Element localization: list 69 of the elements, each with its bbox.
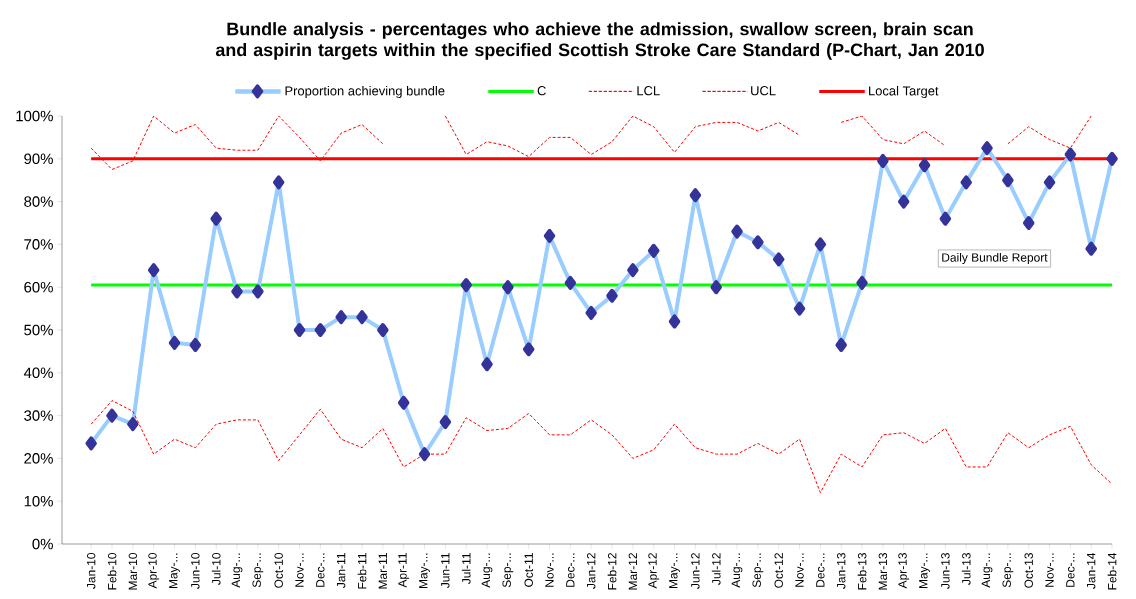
x-tick-label: Aug-...: [731, 553, 743, 588]
x-tick-label: Apr-13: [898, 553, 910, 589]
y-tick-label: 70%: [24, 239, 53, 250]
x-tick-label: May-...: [669, 553, 680, 589]
y-tick-label: 80%: [24, 196, 53, 207]
legend-label: C: [537, 86, 546, 96]
legend-label: Proportion achieving bundle: [285, 85, 445, 99]
x-tick-label: Jul-13: [961, 553, 971, 585]
y-tick-label: 30%: [24, 410, 53, 421]
x-tick-label: Aug-...: [981, 553, 993, 588]
x-tick-label: Oct-13: [1024, 553, 1033, 588]
y-tick-label: 20%: [24, 453, 53, 464]
y-tick-label: 90%: [24, 153, 53, 165]
x-tick-label: Jan-10: [86, 552, 96, 589]
x-tick-label: Nov-...: [1045, 553, 1054, 587]
legend-label: Local Target: [869, 85, 939, 99]
x-tick-label: Apr-10: [148, 552, 160, 589]
x-tick-label: Feb-11: [357, 553, 367, 589]
x-tick-label: Jun-13: [941, 553, 950, 589]
y-tick-label: 10%: [24, 495, 53, 507]
x-tick-label: Nov-...: [545, 553, 554, 587]
x-tick-label: Dec-...: [316, 553, 325, 587]
x-tick-label: Dec-...: [566, 553, 575, 587]
x-tick-label: Jan-13: [836, 553, 846, 589]
x-tick-label: Mar-12: [628, 553, 638, 590]
annotation: Daily Bundle Report: [942, 252, 1048, 265]
y-tick-label: 40%: [23, 367, 53, 379]
x-tick-label: Jun-11: [441, 553, 450, 588]
x-tick-label: May-...: [419, 553, 430, 589]
x-tick-label: Apr-11: [398, 553, 410, 588]
x-tick-label: Mar-11: [378, 553, 388, 589]
legend-label: UCL: [751, 86, 776, 96]
y-tick-label: 0%: [32, 538, 53, 550]
chart-title: Bundle analysis - percentages who achieve the admission, swallow screen, brain scan and aspirin targets within the specified Scottish Stroke Care Standard (P-Chart, Jan 2010: [215, 22, 984, 60]
x-tick-label: Jan-12: [586, 553, 596, 589]
x-tick-label: Feb-12: [607, 553, 617, 590]
x-tick-label: Jul-10: [211, 552, 221, 585]
x-tick-label: Oct-11: [524, 553, 533, 587]
x-tick-label: Jul-11: [461, 553, 471, 585]
x-tick-label: Mar-13: [878, 553, 888, 590]
y-tick-label: 60%: [24, 281, 53, 293]
x-tick-label: Jan-14: [1087, 552, 1096, 589]
x-tick-label: Sep-...: [252, 553, 264, 588]
x-tick-label: May-...: [919, 553, 930, 589]
x-tick-label: Nov-...: [295, 553, 304, 587]
x-tick-label: Feb-13: [857, 553, 867, 590]
x-tick-label: Oct-10: [274, 552, 283, 588]
legend-label: LCL: [637, 86, 660, 96]
x-tick-label: Aug-...: [231, 553, 243, 588]
line-series: [90, 400, 1113, 494]
x-tick-label: Jul-12: [711, 553, 721, 585]
x-tick-label: Dec-...: [816, 553, 825, 587]
x-tick-label: Sep-...: [502, 553, 514, 588]
x-tick-label: Jun-10: [191, 552, 200, 589]
x-tick-label: Jan-11: [337, 553, 346, 588]
y-tick-label: 50%: [24, 324, 53, 336]
x-tick-label: Aug-...: [481, 553, 493, 588]
y-tick-label: 100%: [16, 110, 53, 122]
x-tick-label: Dec-...: [1066, 553, 1075, 587]
x-tick-label: May-...: [169, 553, 180, 589]
x-tick-label: Feb-14: [1107, 552, 1117, 590]
x-tick-label: Oct-12: [774, 553, 783, 588]
x-tick-label: Mar-10: [128, 552, 138, 590]
x-tick-label: Sep-...: [752, 553, 764, 588]
x-tick-label: Feb-10: [107, 552, 117, 590]
x-tick-label: Sep-...: [1002, 553, 1014, 588]
x-tick-label: Nov-...: [795, 553, 804, 587]
x-tick-label: Jun-12: [691, 553, 700, 589]
x-tick-label: Apr-12: [648, 553, 660, 589]
